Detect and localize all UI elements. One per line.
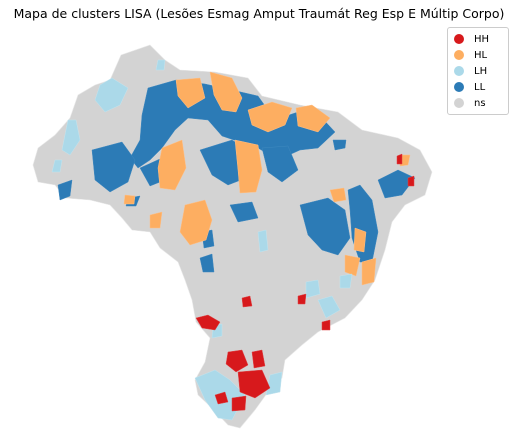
legend-label-ns: ns <box>474 97 486 109</box>
legend-label-hh: HH <box>474 33 490 45</box>
legend-marker-ns <box>454 98 464 108</box>
cluster-hh-regions <box>195 153 415 412</box>
legend-item-lh: LH <box>454 63 504 79</box>
legend-label-hl: HL <box>474 49 488 61</box>
legend-item-hh: HH <box>454 31 504 47</box>
legend-marker-lh <box>454 66 464 76</box>
map-title: Mapa de clusters LISA (Lesões Esmag Ampu… <box>13 6 505 21</box>
cluster-hl-regions <box>123 71 411 286</box>
legend-label-ll: LL <box>474 81 486 93</box>
legend-label-lh: LH <box>474 65 488 77</box>
legend-item-hl: HL <box>454 47 504 63</box>
legend-marker-ll <box>454 82 464 92</box>
legend-item-ns: ns <box>454 95 504 111</box>
legend-marker-hl <box>454 50 464 60</box>
country-base-ns <box>32 44 433 429</box>
legend: HH HL LH LL ns <box>447 27 509 115</box>
legend-marker-hh <box>454 34 464 44</box>
legend-item-ll: LL <box>454 79 504 95</box>
